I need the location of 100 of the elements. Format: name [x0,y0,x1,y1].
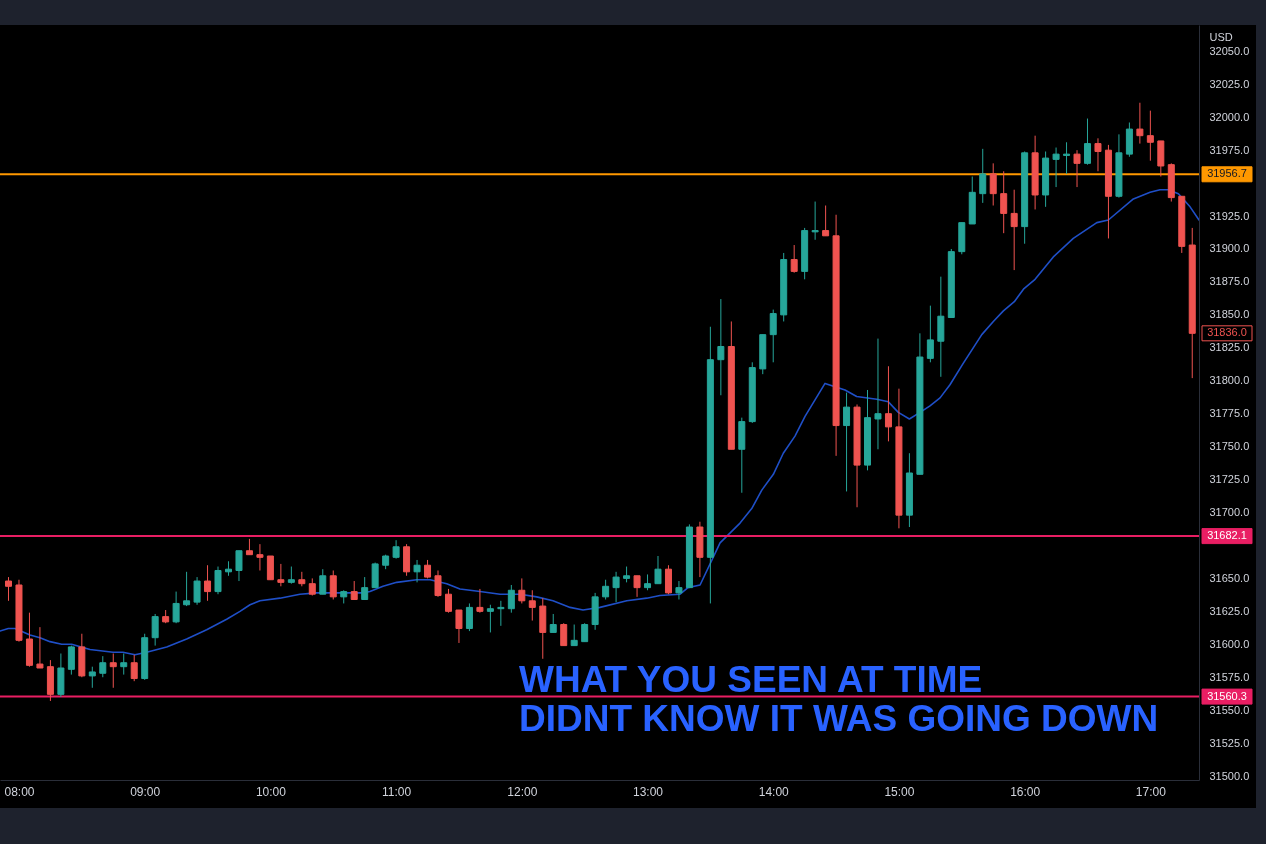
candlestick [989,162,997,207]
candlestick [581,622,589,643]
candlestick [371,562,379,589]
candlestick [204,564,212,602]
text: 31836.0 [1207,326,1247,339]
candlestick [1136,102,1144,145]
candlestick [130,654,138,682]
candlestick [151,613,159,647]
candlestick [214,566,222,595]
candlestick [560,622,568,647]
candlestick [926,305,934,363]
y-tick-label: 31775.0 [1209,407,1250,420]
candlestick [455,609,463,644]
candlestick [874,338,882,450]
candlestick [1000,170,1008,234]
candlestick [183,571,191,607]
x-tick-label: 13:00 [633,784,664,799]
y-tick-label: 31550.0 [1209,703,1250,716]
y-tick-label: 31625.0 [1209,604,1250,617]
candlestick [476,588,484,614]
candlestick [193,576,201,606]
candlestick [413,559,421,583]
candlestick [1084,118,1091,166]
y-tick-label: 31875.0 [1209,275,1250,288]
x-tick-label: 08:00 [4,784,35,799]
candlestick [790,244,798,274]
candlestick [549,613,557,633]
y-tick-label: 31725.0 [1209,473,1250,486]
annotation: WHAT YOU SEEN AT TIME [519,659,983,700]
candlestick [1146,110,1154,162]
y-tick-label: 31750.0 [1209,440,1250,453]
candlestick [612,571,620,603]
candlestick [507,584,515,614]
candlestick [120,653,128,676]
candlestick [350,580,358,600]
candlestick [256,543,264,571]
candlestick [434,570,442,598]
candlestick [1010,189,1018,271]
candlestick [235,550,243,582]
candlestick [822,205,830,237]
candlestick [884,365,892,442]
candlestick [486,604,494,633]
candlestick [172,591,180,624]
y-tick-label: 31525.0 [1209,736,1250,749]
y-tick-label: 31700.0 [1209,506,1250,519]
candlestick [633,575,641,598]
candlestick [361,576,369,600]
x-tick-label: 11:00 [382,784,412,799]
y-tick-label: 31825.0 [1209,341,1250,354]
candlestick [843,392,851,492]
candlestick [664,564,672,595]
candlestick [602,579,610,600]
candlestick [528,589,536,622]
candlestick [266,555,274,581]
y-tick-label: 31650.0 [1209,571,1250,584]
candlestick [497,600,505,627]
y-tick-label: 31975.0 [1209,143,1250,156]
y-tick-label: 32025.0 [1209,77,1250,90]
ref-line-label: 31956.7 [1207,167,1247,180]
y-tick-label: 31800.0 [1209,374,1250,387]
candlestick [1052,147,1060,188]
y-tick-label: 31500.0 [1209,769,1250,782]
candlestick [518,577,526,604]
candlestick [444,588,452,614]
candlestick [675,580,683,600]
y-tick-label: 31575.0 [1209,670,1250,683]
y-tick-label: 31925.0 [1209,209,1250,222]
candlestick [769,309,777,363]
x-tick-label: 16:00 [1010,784,1041,799]
ref-line-label: 31682.1 [1207,529,1247,542]
candlestick [36,626,44,669]
candlestick [570,624,578,647]
candlestick [811,201,819,241]
candlestick [979,148,987,204]
candlestick [319,568,327,595]
annotation: DIDNT KNOW IT WAS GOING DOWN [519,698,1159,739]
candlestick [109,653,117,689]
y-tick-label: 31850.0 [1209,308,1250,321]
y-axis-title: USD [1209,30,1233,43]
candlestick [654,555,662,585]
y-tick-label: 32050.0 [1209,44,1250,57]
candlestick [67,645,75,676]
y-tick-label: 31600.0 [1209,637,1250,650]
x-tick-label: 09:00 [130,784,161,799]
y-tick-label: 32000.0 [1209,110,1250,123]
candlestick [329,570,337,600]
candlestick [277,563,285,587]
x-tick-label: 10:00 [255,784,287,799]
candlestick [717,298,725,396]
candlestick [88,666,96,689]
candlestick [392,539,400,560]
candlestick [1094,137,1102,172]
candlestick [99,655,107,678]
x-tick-label: 14:00 [758,784,790,799]
candlestick [5,576,13,602]
candlestick [1063,141,1071,175]
y-tick-label: 31900.0 [1209,242,1250,255]
x-tick-label: 17:00 [1135,784,1167,799]
x-tick-label: 12:00 [507,784,538,799]
candlestick [1073,149,1081,188]
